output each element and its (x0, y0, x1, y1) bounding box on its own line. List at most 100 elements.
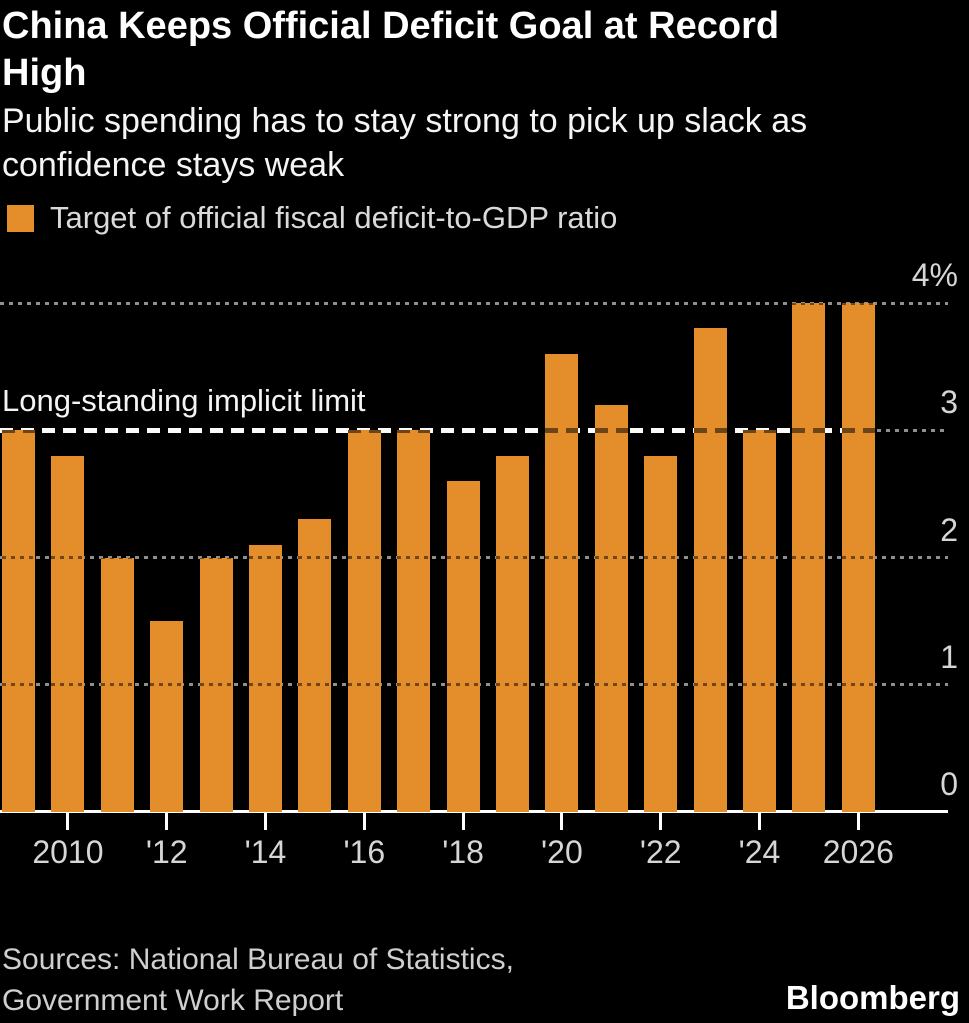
x-axis-label-2014: '14 (244, 834, 287, 870)
legend-label: Target of official fiscal deficit-to-GDP… (50, 200, 618, 235)
legend: Target of official fiscal deficit-to-GDP… (7, 200, 617, 236)
line-over-bar-dashes (792, 427, 826, 433)
x-axis-tick-2010 (66, 810, 70, 830)
bar-2011 (100, 557, 134, 812)
y-axis-label-3: 3 (940, 384, 958, 421)
line-over-bar-dashes (545, 683, 579, 687)
x-axis-tick-2022 (659, 810, 663, 830)
x-axis-tick-2024 (758, 810, 761, 830)
bar-2026 (841, 303, 875, 812)
line-over-bar-dashes (841, 303, 875, 305)
line-over-bar-dashes (2, 556, 35, 559)
line-over-bar-dashes (347, 683, 381, 687)
line-over-bar-dashes (397, 430, 431, 433)
bar-2025 (792, 303, 826, 812)
line-over-bar-dashes (841, 556, 875, 559)
x-axis-tick-2012 (165, 810, 169, 830)
line-over-bar-dashes (841, 427, 875, 433)
line-over-bar-dashes (249, 683, 282, 687)
line-over-bar-dashes (51, 683, 85, 687)
line-over-bar-dashes (100, 557, 134, 559)
line-over-bar-dashes (644, 556, 678, 559)
bar-2014 (249, 544, 282, 812)
line-over-bar-dashes (51, 556, 85, 559)
line-over-bar-dashes (693, 556, 727, 559)
bar-2024 (743, 430, 776, 812)
x-axis-label-2016: '16 (343, 834, 386, 870)
x-axis-tick-2026 (856, 810, 860, 830)
x-axis-tick-2018 (461, 810, 465, 830)
bar-2022 (644, 455, 678, 812)
sources-note: Sources: National Bureau of Statistics, … (2, 943, 514, 1017)
line-over-bar-dashes (347, 556, 381, 559)
y-axis-label-1: 1 (940, 638, 958, 675)
line-over-bar-dashes (397, 556, 431, 559)
line-over-bar-dashes (545, 427, 579, 433)
x-axis-tick-2016 (362, 810, 366, 830)
x-axis-label-2026: 2026 (822, 834, 894, 870)
line-over-bar-dashes (594, 683, 628, 687)
line-over-bar-dashes (743, 556, 776, 559)
line-over-bar-dashes (594, 556, 628, 559)
line-over-bar-dashes (249, 556, 282, 559)
bar-2019 (496, 455, 529, 812)
line-over-bar-dashes (298, 556, 332, 559)
gridline-4 (0, 301, 948, 305)
x-axis-label-2024: '24 (738, 834, 781, 870)
x-axis-label-2012: '12 (145, 834, 188, 870)
y-axis-label-4: 4% (911, 257, 958, 293)
y-axis-label-2: 2 (940, 511, 958, 548)
bar-2010 (51, 455, 85, 812)
bar-2018 (446, 481, 480, 812)
line-over-bar-dashes (693, 427, 727, 433)
chart-subtitle: Public spending has to stay strong to pi… (2, 102, 808, 184)
line-over-bar-dashes (2, 683, 35, 687)
x-axis-label-2018: '18 (442, 834, 484, 870)
bar-2017 (397, 430, 431, 812)
line-over-bar-dashes (347, 430, 381, 433)
line-over-bar-dashes (693, 683, 727, 687)
x-axis-label-2022: '22 (639, 834, 682, 870)
bar-2013 (199, 557, 233, 812)
x-axis-label-2010: 2010 (32, 834, 104, 870)
implicit-limit-label: Long-standing implicit limit (2, 383, 366, 418)
line-over-bar-dashes (496, 556, 529, 559)
line-over-bar-dashes (446, 683, 480, 687)
bar-2012 (150, 621, 184, 812)
bloomberg-logo: Bloomberg (785, 979, 960, 1016)
gridline-3 (877, 428, 948, 432)
line-over-bar-dashes (150, 683, 184, 687)
bar-2015 (298, 519, 332, 812)
bar-2016 (347, 430, 381, 812)
line-over-bar-dashes (199, 683, 233, 687)
line-over-bar-dashes (792, 683, 826, 687)
line-over-bar-dashes (496, 683, 529, 687)
line-over-bar-dashes (100, 683, 134, 687)
x-axis-label-2020: '20 (541, 834, 583, 870)
bar-2023 (693, 328, 727, 812)
line-over-bar-dashes (199, 557, 233, 559)
line-over-bar-dashes (841, 683, 875, 687)
line-over-bar-dashes (545, 556, 579, 559)
implicit-limit-dashed-line (0, 427, 877, 433)
line-over-bar-dashes (792, 303, 826, 305)
bar-2020 (545, 353, 579, 812)
line-over-bar-dashes (644, 683, 678, 687)
line-over-bar-dashes (397, 683, 431, 687)
line-over-bar-dashes (446, 556, 480, 559)
chart-title: China Keeps Official Deficit Goal at Rec… (2, 5, 780, 94)
line-over-bar-dashes (792, 556, 826, 559)
legend-swatch-icon (7, 204, 34, 232)
bar-chart-plot-area: Long-standing implicit limit (0, 301, 948, 812)
line-over-bar-dashes (594, 427, 628, 433)
line-over-bar-dashes (743, 683, 776, 687)
line-over-bar-dashes (2, 430, 35, 433)
bar-2021 (594, 404, 628, 812)
bar-2009 (2, 430, 35, 812)
line-over-bar-dashes (298, 683, 332, 687)
line-over-bar-dashes (743, 430, 776, 433)
x-axis-tick-2020 (560, 810, 564, 830)
x-axis-tick-2014 (264, 810, 267, 830)
y-axis-label-0: 0 (940, 766, 958, 802)
